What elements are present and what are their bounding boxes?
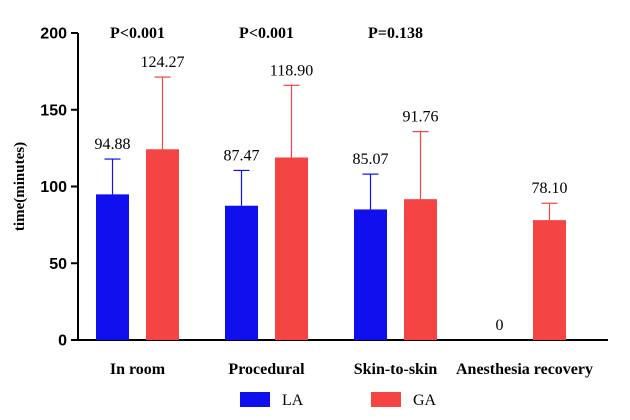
- value-label: 94.88: [95, 136, 131, 153]
- value-label: 85.07: [353, 151, 389, 168]
- value-label: 78.10: [532, 180, 568, 197]
- y-tick-label: 200: [40, 26, 67, 43]
- category-label: Procedural: [228, 361, 305, 378]
- bar-la-0: [96, 194, 129, 340]
- y-tick-label: 150: [40, 102, 67, 119]
- bar-la-2: [354, 209, 387, 340]
- p-value-annotation: P<0.001: [239, 25, 294, 42]
- legend-label-la: LA: [282, 392, 304, 409]
- y-tick-label: 0: [58, 333, 67, 350]
- category-label: In room: [110, 361, 166, 378]
- bar-la-1: [225, 205, 258, 340]
- legend-swatch-la: [240, 392, 270, 407]
- p-value-annotation: P<0.001: [110, 25, 165, 42]
- y-axis-title: time(minutes): [12, 142, 28, 231]
- value-label: 0: [496, 317, 504, 334]
- value-label: 124.27: [141, 54, 185, 71]
- labels-layer: 94.88 87.47 85.07 0 124.27 118.90 91.76 78.10 In…: [95, 25, 594, 378]
- bar-ga-1: [275, 157, 308, 340]
- y-tick-label: 100: [40, 179, 67, 196]
- legend: LA GA: [240, 392, 437, 409]
- value-label: 87.47: [224, 147, 260, 164]
- value-label: 118.90: [270, 62, 313, 79]
- legend-swatch-ga: [371, 392, 401, 407]
- p-value-annotation: P=0.138: [368, 25, 423, 42]
- category-label: Anesthesia recovery: [456, 361, 593, 378]
- bars-layer: [96, 76, 566, 340]
- bar-ga-3: [533, 220, 566, 340]
- category-label: Skin-to-skin: [354, 361, 438, 378]
- bar-ga-0: [146, 149, 179, 340]
- y-tick-label: 50: [49, 256, 67, 273]
- legend-label-ga: GA: [413, 392, 437, 409]
- value-label: 91.76: [403, 109, 439, 126]
- bar-ga-2: [404, 199, 437, 340]
